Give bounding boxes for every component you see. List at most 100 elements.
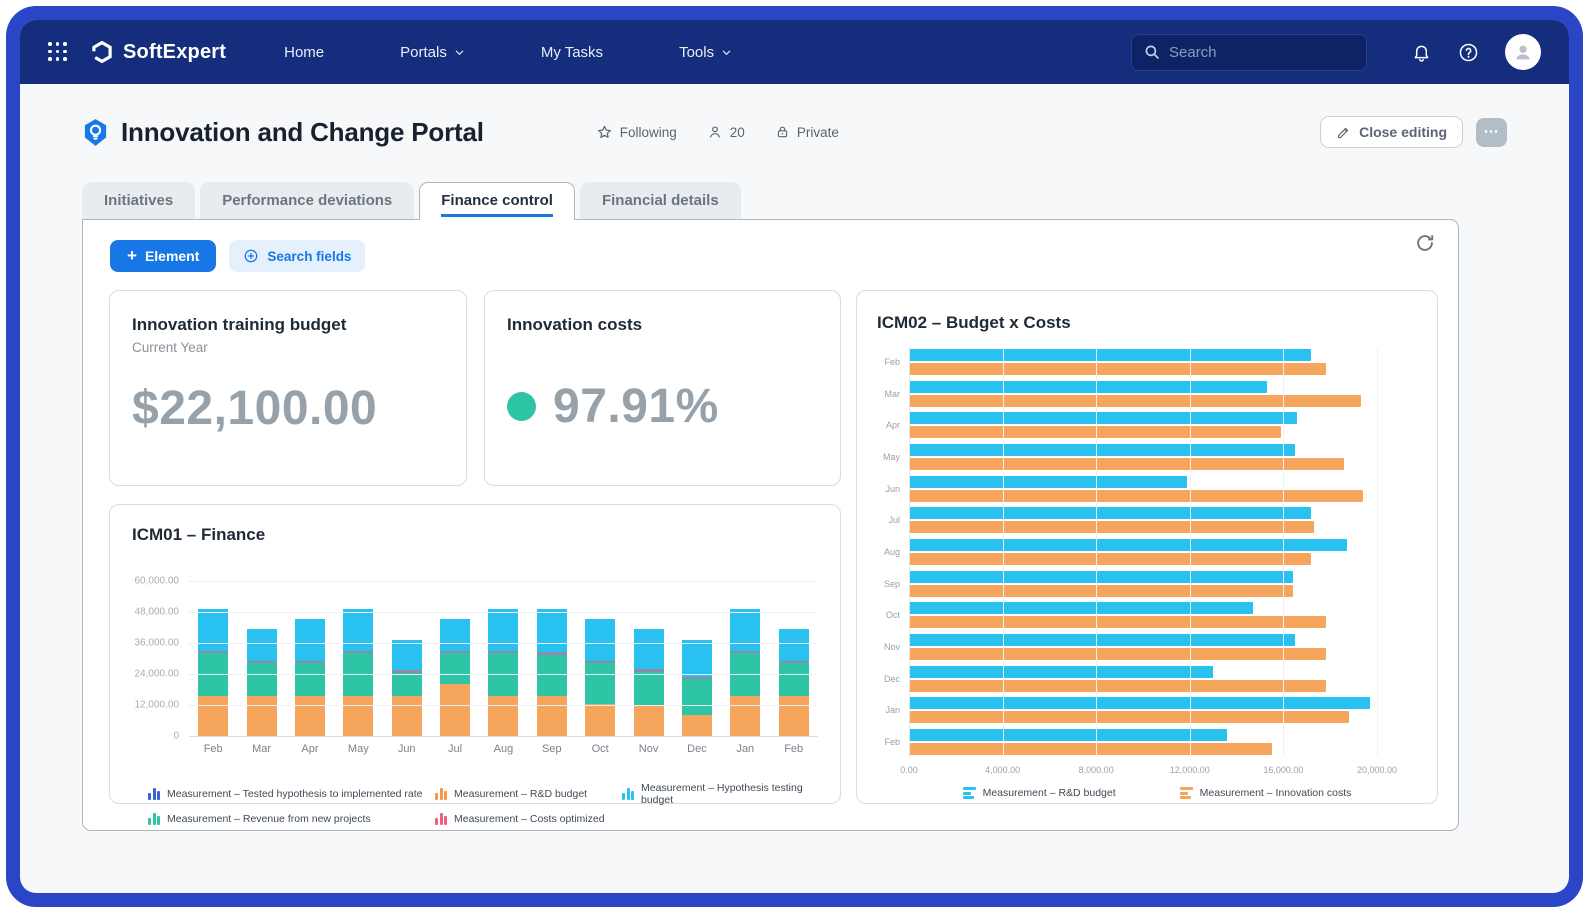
stacked-bar[interactable] xyxy=(585,581,615,736)
bar[interactable] xyxy=(909,648,1326,660)
bar-segment[interactable] xyxy=(779,663,809,696)
bar[interactable] xyxy=(909,349,1311,361)
stacked-bar[interactable] xyxy=(343,581,373,736)
card-icm02-budget-x-costs[interactable]: ICM02 – Budget x Costs FebMarAprMayJunJu… xyxy=(856,290,1438,804)
brand-logo[interactable]: SoftExpert xyxy=(90,40,226,64)
global-search[interactable] xyxy=(1131,34,1367,71)
bar-segment[interactable] xyxy=(585,619,615,660)
help-icon[interactable] xyxy=(1458,42,1479,63)
bar[interactable] xyxy=(909,490,1363,502)
bar-segment[interactable] xyxy=(634,629,664,669)
bar[interactable] xyxy=(909,507,1311,519)
stacked-bar[interactable] xyxy=(682,581,712,736)
bar[interactable] xyxy=(909,634,1295,646)
card-innovation-training-budget[interactable]: Innovation training budget Current Year … xyxy=(109,290,467,486)
search-input[interactable] xyxy=(1169,44,1339,61)
bar-segment[interactable] xyxy=(295,619,325,661)
stacked-bar[interactable] xyxy=(295,581,325,736)
bar-segment[interactable] xyxy=(392,640,422,670)
members-count[interactable]: 20 xyxy=(707,124,745,140)
privacy-status[interactable]: Private xyxy=(775,124,839,140)
bar[interactable] xyxy=(909,616,1326,628)
bar[interactable] xyxy=(909,697,1370,709)
stacked-bar[interactable] xyxy=(779,581,809,736)
tab-initiatives[interactable]: Initiatives xyxy=(82,182,195,219)
bar-segment[interactable] xyxy=(247,629,277,661)
bar-segment[interactable] xyxy=(779,696,809,736)
bar[interactable] xyxy=(909,426,1281,438)
avatar[interactable] xyxy=(1505,34,1541,70)
bar-segment[interactable] xyxy=(634,672,664,705)
app-launcher-icon[interactable] xyxy=(48,42,68,62)
bar[interactable] xyxy=(909,729,1227,741)
bar-segment[interactable] xyxy=(295,696,325,736)
bar[interactable] xyxy=(909,666,1213,678)
tab-performance-deviations[interactable]: Performance deviations xyxy=(200,182,414,219)
bar[interactable] xyxy=(909,363,1326,375)
bar[interactable] xyxy=(909,539,1347,551)
bar[interactable] xyxy=(909,553,1311,565)
bar[interactable] xyxy=(909,395,1361,407)
bar-segment[interactable] xyxy=(247,696,277,736)
bar[interactable] xyxy=(909,476,1187,488)
bar[interactable] xyxy=(909,680,1326,692)
bar-segment[interactable] xyxy=(682,640,712,677)
legend-item[interactable]: Measurement – Hypothesis testing budget xyxy=(622,782,818,806)
bar[interactable] xyxy=(909,381,1267,393)
bar-segment[interactable] xyxy=(198,696,228,736)
bell-icon[interactable] xyxy=(1411,42,1432,63)
bar-segment[interactable] xyxy=(730,696,760,736)
bar-segment[interactable] xyxy=(585,704,615,736)
search-fields-button[interactable]: Search fields xyxy=(229,240,365,272)
bar[interactable] xyxy=(909,458,1344,470)
bar-segment[interactable] xyxy=(295,663,325,696)
nav-item-home[interactable]: Home xyxy=(284,44,324,61)
bar-segment[interactable] xyxy=(488,696,518,736)
legend-item[interactable]: Measurement – R&D budget xyxy=(963,787,1116,799)
bar-segment[interactable] xyxy=(440,619,470,651)
nav-item-my-tasks[interactable]: My Tasks xyxy=(541,44,603,61)
nav-item-tools[interactable]: Tools xyxy=(679,44,732,61)
stacked-bar[interactable] xyxy=(440,581,470,736)
add-element-button[interactable]: + Element xyxy=(110,240,216,272)
bar[interactable] xyxy=(909,444,1295,456)
tab-financial-details[interactable]: Financial details xyxy=(580,182,741,219)
refresh-button[interactable] xyxy=(1414,232,1436,254)
stacked-bar[interactable] xyxy=(392,581,422,736)
legend-item[interactable]: Measurement – Costs optimized xyxy=(435,813,622,825)
legend-item[interactable]: Measurement – Tested hypothesis to imple… xyxy=(148,788,435,800)
bar-segment[interactable] xyxy=(488,609,518,651)
stacked-bar[interactable] xyxy=(488,581,518,736)
bar-segment[interactable] xyxy=(682,679,712,715)
bar-segment[interactable] xyxy=(537,609,567,652)
bar[interactable] xyxy=(909,743,1272,755)
bar-segment[interactable] xyxy=(537,696,567,736)
legend-item[interactable]: Measurement – Innovation costs xyxy=(1180,787,1352,799)
stacked-bar[interactable] xyxy=(730,581,760,736)
stacked-bar[interactable] xyxy=(634,581,664,736)
bar[interactable] xyxy=(909,585,1293,597)
close-editing-button[interactable]: Close editing xyxy=(1320,116,1463,148)
card-innovation-costs[interactable]: Innovation costs 97.91% xyxy=(484,290,841,486)
bar-segment[interactable] xyxy=(585,663,615,704)
bar[interactable] xyxy=(909,602,1253,614)
legend-item[interactable]: Measurement – Revenue from new projects xyxy=(148,813,435,825)
bar-segment[interactable] xyxy=(198,609,228,651)
bar-segment[interactable] xyxy=(682,715,712,736)
tab-finance-control[interactable]: Finance control xyxy=(419,182,575,220)
bar-segment[interactable] xyxy=(440,684,470,736)
bar[interactable] xyxy=(909,521,1314,533)
bar-segment[interactable] xyxy=(730,609,760,651)
legend-item[interactable]: Measurement – R&D budget xyxy=(435,788,622,800)
bar-segment[interactable] xyxy=(537,655,567,696)
stacked-bar[interactable] xyxy=(247,581,277,736)
bar-segment[interactable] xyxy=(440,653,470,684)
bar-segment[interactable] xyxy=(634,705,664,736)
bar-segment[interactable] xyxy=(392,696,422,736)
bar-segment[interactable] xyxy=(343,696,373,736)
bar-segment[interactable] xyxy=(779,629,809,661)
nav-item-portals[interactable]: Portals xyxy=(400,44,465,61)
bar[interactable] xyxy=(909,571,1293,583)
card-icm01-finance[interactable]: ICM01 – Finance 60,000.0048,000.0036,000… xyxy=(109,504,841,804)
bar-segment[interactable] xyxy=(343,609,373,651)
